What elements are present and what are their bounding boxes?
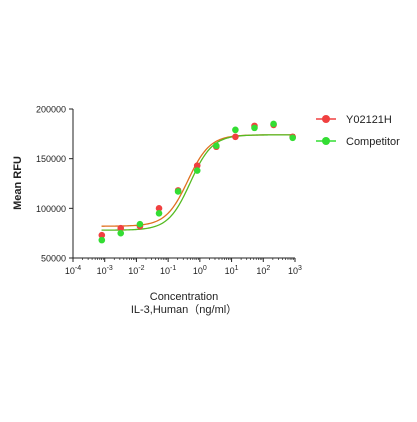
legend-label-y02121h: Y02121H (346, 114, 392, 126)
data-point-y02121h (98, 231, 106, 239)
x-axis-title: Concentration (150, 291, 219, 303)
x-tick-label: 101 (225, 265, 239, 276)
y-tick-label: 200000 (36, 105, 66, 115)
data-point-y02121h (155, 205, 163, 212)
legend-swatch-marker (322, 137, 330, 145)
fit-curves (101, 134, 295, 231)
data-point-competitor (155, 210, 163, 217)
x-tick-exponent: -4 (75, 265, 81, 272)
x-ticks: 10-4 10-3 10-2 10-1 100 101 102 103 (65, 258, 302, 276)
data-point-competitor (117, 229, 125, 237)
x-tick-label: 10-3 (97, 265, 113, 276)
x-tick-exponent: 0 (203, 265, 207, 272)
data-point-y02121h (117, 224, 125, 232)
axes (72, 109, 295, 259)
data-point-competitor (136, 220, 144, 228)
data-points (98, 120, 296, 244)
data-point-competitor (213, 142, 220, 150)
fit-curve-y02121h (101, 134, 295, 227)
data-point-competitor (270, 120, 277, 128)
x-tick-exponent: 2 (266, 265, 270, 272)
data-point-competitor (289, 134, 296, 142)
x-tick-exponent: -1 (170, 265, 176, 272)
y-axis-title: Mean RFU (12, 156, 24, 210)
x-axis-subtitle: IL-3,Human（ng/ml） (131, 303, 237, 316)
legend-swatch-marker (322, 115, 330, 123)
data-point-competitor (193, 167, 201, 174)
legend: Y02121H Competitor (316, 114, 400, 148)
x-tick-label: 10-2 (128, 265, 144, 276)
data-point-y02121h (193, 162, 201, 169)
y-tick-label: 100000 (36, 204, 66, 214)
data-point-y02121h (232, 133, 239, 141)
data-point-competitor (174, 188, 182, 195)
y-tick-label: 50000 (41, 254, 66, 264)
fit-curve-competitor (101, 134, 295, 231)
legend-item-y02121h: Y02121H (316, 114, 392, 126)
legend-label-competitor: Competitor (346, 136, 400, 148)
data-point-competitor (232, 126, 239, 134)
x-tick-exponent: -2 (138, 265, 144, 272)
x-tick-label: 103 (288, 265, 302, 276)
x-tick-label: 102 (256, 265, 270, 276)
legend-item-competitor: Competitor (316, 136, 400, 148)
x-tick-label: 100 (193, 265, 207, 276)
x-tick-exponent: 3 (298, 265, 302, 272)
data-point-competitor (98, 236, 106, 244)
x-tick-label: 10-1 (160, 265, 176, 276)
y-tick-label: 150000 (36, 154, 66, 164)
x-tick-label: 10-4 (65, 265, 81, 276)
x-tick-exponent: 1 (235, 265, 239, 272)
y-ticks: 50000 100000 150000 200000 (36, 105, 73, 264)
x-tick-exponent: -3 (107, 265, 113, 272)
data-point-competitor (251, 124, 258, 132)
